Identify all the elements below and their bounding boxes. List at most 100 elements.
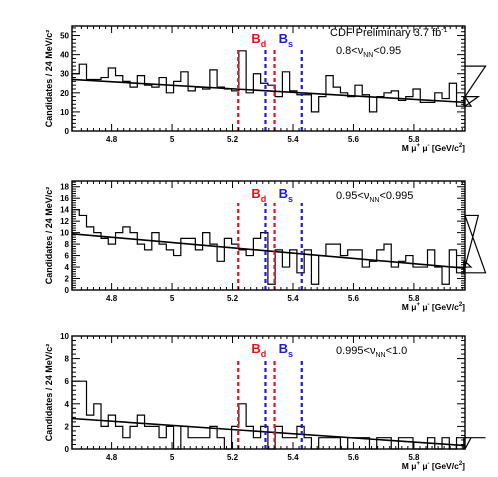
histogram-series [71,209,487,290]
nn-window-post: <0.95 [373,45,401,57]
nn-window-pre: 0.8<ν [336,45,364,57]
fit-line [71,232,466,269]
x-tick-label: 5.8 [408,294,420,303]
x-label-close: ] [462,461,465,471]
panel-1: Bd Bs 4.8 5 5.2 5.4 5.6 5.8 0 10 20 30 40 50 Candidate… [44,25,487,153]
fit-line [71,78,466,104]
plot-frame [71,25,466,132]
x-label-sup-2: 2 [459,143,463,149]
y-tick-label: 8 [65,240,70,249]
nn-window-pre: 0.995<ν [336,345,376,357]
x-label-mass: M μ [402,302,417,312]
x-label-unit: [GeV/c [430,461,460,471]
y-axis-label: Candidates / 24 MeV/c² [44,187,54,285]
chart-title-main: CDF Preliminary 3.7 fb [330,27,441,39]
panel-3: Bd Bs 4.8 5 5.2 5.4 5.6 5.8 0 2 4 6 8 10 Candidates / … [44,332,486,471]
x-label-unit: [GeV/c [430,302,460,312]
x-tick-label: 4.8 [106,453,118,462]
y-tick-label: 20 [60,89,69,98]
histogram-series [71,50,487,131]
bd-label: Bd [251,186,266,204]
panel-2: Bd Bs 4.8 5 5.2 5.4 5.6 5.8 0 2 4 6 8 10 12 14 16 18 Candi… [44,180,487,312]
nn-window-pre: 0.95<ν [336,190,370,202]
y-tick-label: 10 [60,332,69,341]
y-tick-label: 2 [65,422,70,431]
x-label-sup-plus: + [416,143,420,149]
x-tick-label: 4.8 [106,294,118,303]
y-tick-label: 10 [60,229,69,238]
y-tick-label: 0 [65,286,70,295]
y-tick-label: 16 [60,194,69,203]
x-label-mass: M μ [402,143,417,153]
x-label-sup-plus: + [416,461,420,467]
nn-window-label: 0.95<νNN<0.995 [336,190,413,204]
y-tick-label: 2 [65,275,70,284]
x-label-sup-2: 2 [459,302,463,308]
x-label-close: ] [462,143,465,153]
fit-line [71,417,466,447]
bs-subscript: s [288,349,293,359]
nn-window-sub: NN [375,352,385,359]
y-tick-label: 6 [65,252,70,261]
y-tick-label: 12 [60,217,69,226]
chart-title: CDF Preliminary 3.7 fb-1 [330,27,448,39]
nn-window-label: 0.8<νNN<0.95 [336,45,401,59]
y-tick-label: 14 [60,206,69,215]
bd-subscript: d [261,39,267,49]
bs-label: Bs [279,31,293,49]
x-label-unit: [GeV/c [430,143,460,153]
y-axis-label: Candidates / 24 MeV/c² [44,30,54,128]
x-label-mu: μ [420,302,428,312]
y-tick-label: 0 [65,127,70,136]
bs-label: Bs [279,341,293,359]
x-tick-label: 5 [170,453,175,462]
x-label-sup-minus: - [428,302,430,308]
x-tick-label: 5.2 [227,135,239,144]
nn-window-post: <0.995 [379,190,413,202]
y-tick-label: 8 [65,355,70,364]
bd-subscript: d [261,349,267,359]
x-axis-label: M μ+ μ- [GeV/c2] [402,143,465,153]
y-tick-label: 6 [65,377,70,386]
x-tick-label: 5.8 [408,135,420,144]
bd-subscript: d [261,194,267,204]
y-tick-label: 4 [65,263,70,272]
x-tick-label: 5.6 [348,294,360,303]
nn-window-sub: NN [363,52,373,59]
x-tick-label: 5.4 [287,453,299,462]
x-tick-label: 5.2 [227,294,239,303]
x-tick-label: 5.6 [348,453,360,462]
x-tick-label: 4.8 [106,135,118,144]
histogram-series [71,380,486,450]
x-tick-label: 5.2 [227,453,239,462]
x-axis-label: M μ+ μ- [GeV/c2] [402,461,465,471]
x-label-close: ] [462,302,465,312]
x-label-mu: μ [420,461,428,471]
y-tick-label: 30 [60,70,69,79]
x-label-sup-minus: - [428,461,430,467]
bd-label: Bd [251,31,266,49]
bs-subscript: s [288,39,293,49]
x-axis-label: M μ+ μ- [GeV/c2] [402,302,465,312]
y-tick-label: 0 [65,445,70,454]
y-tick-label: 40 [60,51,69,60]
y-tick-label: 18 [60,183,69,192]
x-label-mass: M μ [402,461,417,471]
x-label-sup-2: 2 [459,461,463,467]
x-tick-label: 5.4 [287,294,299,303]
x-label-sup-plus: + [416,302,420,308]
bs-subscript: s [288,194,293,204]
x-tick-label: 5.4 [287,135,299,144]
x-label-sup-minus: - [428,143,430,149]
x-tick-label: 5.6 [348,135,360,144]
bs-label: Bs [279,186,293,204]
x-label-mu: μ [420,143,428,153]
nn-window-label: 0.995<νNN<1.0 [336,345,407,359]
bd-label: Bd [251,341,266,359]
chart-title-sup: -1 [441,27,447,34]
nn-window-sub: NN [369,197,379,204]
nn-window-post: <1.0 [386,345,408,357]
x-tick-label: 5 [170,294,175,303]
y-tick-label: 50 [60,32,69,41]
y-tick-label: 10 [60,108,69,117]
